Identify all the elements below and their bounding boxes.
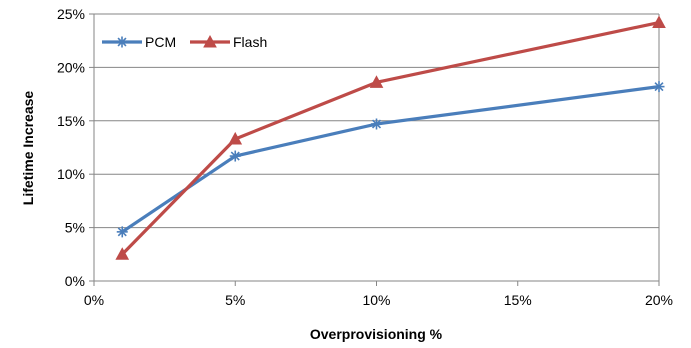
y-tick-label: 10% (57, 166, 85, 182)
x-tick-label: 10% (362, 292, 390, 308)
y-axis-label: Lifetime Increase (20, 91, 36, 206)
series-group (115, 15, 666, 260)
y-tick-labels: 0% 5% 10% 15% 20% 25% (57, 6, 85, 289)
x-axis-label: Overprovisioning % (310, 326, 443, 342)
data-point (369, 75, 384, 88)
legend-item-flash: Flash (190, 34, 267, 50)
series-line (121, 85, 660, 234)
x-tick-labels: 0% 5% 10% 15% 20% (84, 292, 673, 308)
legend-label: PCM (145, 34, 176, 50)
x-tick-label: 5% (225, 292, 245, 308)
axes (89, 13, 660, 286)
series-pcm (116, 81, 665, 238)
legend: PCM Flash (102, 34, 267, 50)
data-point (228, 131, 243, 145)
y-tick-label: 5% (65, 220, 85, 236)
legend-marker (203, 34, 217, 48)
legend-item-pcm: PCM (102, 34, 176, 50)
data-point (229, 150, 241, 162)
y-tick-label: 0% (65, 273, 85, 289)
x-tick-label: 0% (84, 292, 104, 308)
y-tick-label: 15% (57, 113, 85, 129)
legend-label: Flash (233, 34, 267, 50)
x-tick-label: 20% (645, 292, 673, 308)
legend-marker (116, 36, 128, 48)
series-flash (115, 15, 666, 260)
series-line (121, 20, 660, 256)
x-tick-label: 15% (504, 292, 532, 308)
data-point (653, 81, 665, 93)
data-point (115, 247, 130, 260)
data-point (371, 118, 382, 130)
data-point (116, 226, 128, 238)
data-point (652, 15, 666, 29)
y-tick-label: 25% (57, 6, 85, 22)
y-tick-label: 20% (57, 59, 85, 75)
